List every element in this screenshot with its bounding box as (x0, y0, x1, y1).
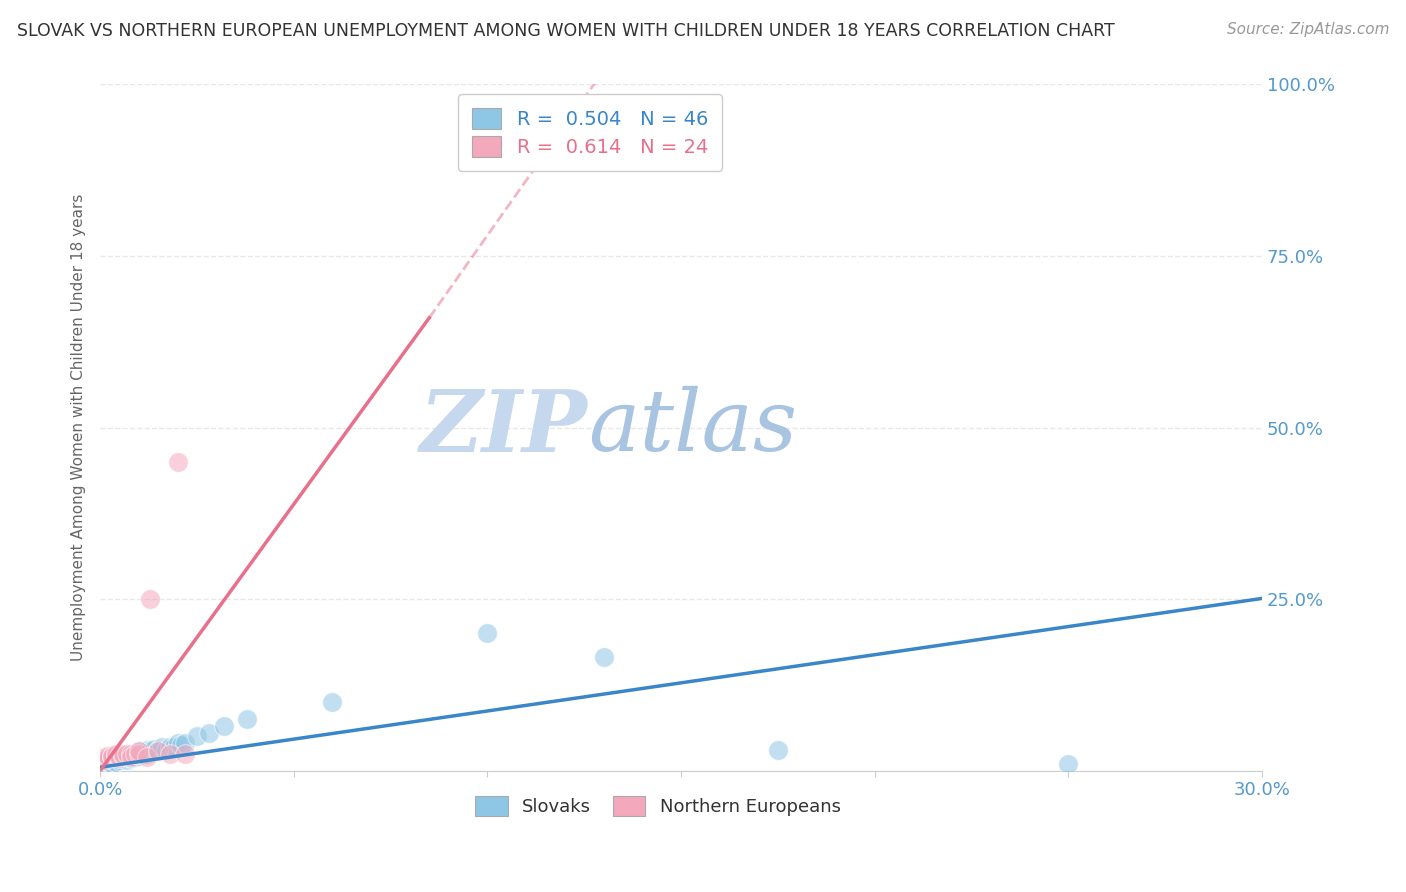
Point (115, 750, 138, 764)
Point (97, 751, 120, 765)
Point (159, 739, 181, 754)
Point (132, 747, 155, 761)
Point (100, 756, 122, 771)
Point (115, 753, 138, 767)
Point (93, 756, 115, 771)
Point (97, 751, 120, 765)
Point (124, 747, 146, 761)
Point (120, 748, 142, 763)
Point (93, 753, 115, 767)
Point (128, 744, 150, 758)
Point (135, 743, 157, 757)
Point (108, 747, 131, 761)
Point (135, 750, 157, 764)
Legend: Slovaks, Northern Europeans: Slovaks, Northern Europeans (468, 789, 848, 823)
Point (128, 747, 150, 761)
Point (166, 455, 188, 469)
Point (104, 748, 127, 763)
Point (112, 748, 135, 763)
Point (112, 747, 135, 761)
Point (477, 626, 499, 640)
Point (120, 750, 142, 764)
Point (128, 748, 150, 763)
Point (104, 751, 127, 765)
Point (93, 753, 115, 767)
Point (120, 747, 142, 761)
Point (100, 753, 122, 767)
Point (104, 748, 127, 763)
Point (139, 744, 162, 758)
Point (148, 744, 170, 758)
Point (104, 747, 127, 761)
Point (170, 738, 193, 752)
Point (112, 748, 135, 763)
Point (1057, 756, 1080, 771)
Text: SLOVAK VS NORTHERN EUROPEAN UNEMPLOYMENT AMONG WOMEN WITH CHILDREN UNDER 18 YEAR: SLOVAK VS NORTHERN EUROPEAN UNEMPLOYMENT… (17, 22, 1115, 40)
Point (159, 747, 181, 761)
Point (150, 739, 173, 754)
Point (197, 726, 219, 740)
Point (108, 750, 131, 764)
Point (174, 747, 197, 761)
Point (104, 756, 127, 770)
Point (135, 747, 157, 761)
Point (128, 744, 150, 758)
Point (115, 747, 138, 761)
Point (97, 748, 120, 763)
Point (120, 751, 142, 765)
Point (139, 592, 162, 607)
Point (112, 751, 135, 765)
Point (100, 748, 122, 763)
Y-axis label: Unemployment Among Women with Children Under 18 years: Unemployment Among Women with Children U… (72, 194, 86, 661)
Text: Source: ZipAtlas.com: Source: ZipAtlas.com (1226, 22, 1389, 37)
Point (100, 750, 122, 764)
Point (124, 747, 146, 761)
Text: ZIP: ZIP (420, 386, 588, 469)
Point (766, 743, 789, 757)
Point (148, 743, 170, 757)
Point (174, 736, 197, 750)
Point (155, 743, 177, 757)
Point (108, 748, 131, 763)
Point (163, 739, 186, 754)
Point (321, 695, 343, 709)
Point (108, 751, 131, 765)
Point (186, 730, 208, 744)
Point (97, 756, 120, 770)
Point (108, 753, 131, 767)
Text: atlas: atlas (588, 386, 797, 469)
Point (212, 719, 235, 733)
Point (115, 747, 138, 761)
Point (143, 741, 166, 756)
Point (236, 712, 259, 726)
Point (166, 736, 188, 750)
Point (124, 750, 146, 764)
Point (592, 650, 614, 665)
Point (100, 750, 122, 764)
Point (93, 750, 115, 764)
